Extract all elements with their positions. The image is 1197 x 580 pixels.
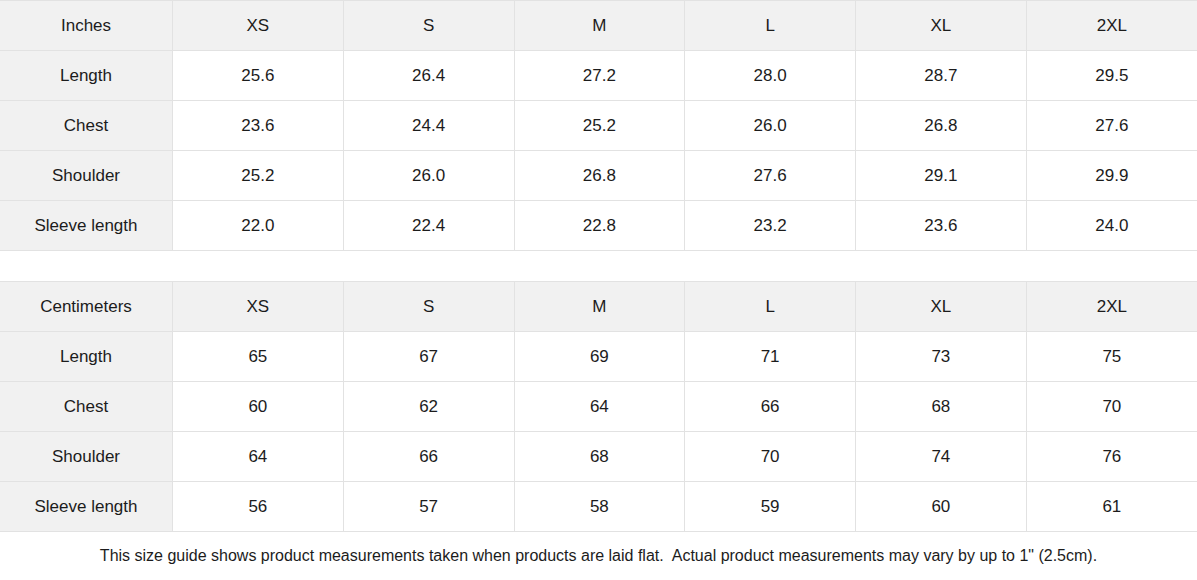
measurement-cell: 70: [685, 432, 856, 482]
header-row: InchesXSSMLXL2XL: [0, 1, 1197, 51]
measurement-cell: 26.4: [343, 51, 514, 101]
size-column-header: 2XL: [1026, 282, 1197, 332]
measurement-cell: 29.1: [856, 151, 1027, 201]
measurement-cell: 23.2: [685, 201, 856, 251]
row-label: Shoulder: [0, 151, 173, 201]
measurement-cell: 26.0: [685, 101, 856, 151]
size-column-header: XS: [173, 282, 344, 332]
measurement-cell: 26.8: [856, 101, 1027, 151]
size-column-header: XL: [856, 1, 1027, 51]
unit-header: Inches: [0, 1, 173, 51]
inches-table: InchesXSSMLXL2XLLength25.626.427.228.028…: [0, 0, 1197, 251]
measurement-cell: 26.0: [343, 151, 514, 201]
measurement-cell: 60: [856, 482, 1027, 532]
measurement-cell: 68: [856, 382, 1027, 432]
measurement-cell: 56: [173, 482, 344, 532]
size-column-header: M: [514, 282, 685, 332]
measurement-cell: 57: [343, 482, 514, 532]
measurement-cell: 70: [1026, 382, 1197, 432]
measurement-cell: 26.8: [514, 151, 685, 201]
measurement-cell: 27.6: [685, 151, 856, 201]
measurement-cell: 75: [1026, 332, 1197, 382]
header-row: CentimetersXSSMLXL2XL: [0, 282, 1197, 332]
measurement-cell: 73: [856, 332, 1027, 382]
measurement-row: Length25.626.427.228.028.729.5: [0, 51, 1197, 101]
row-label: Chest: [0, 382, 173, 432]
row-label: Chest: [0, 101, 173, 151]
measurement-cell: 74: [856, 432, 1027, 482]
measurement-cell: 65: [173, 332, 344, 382]
measurement-cell: 24.4: [343, 101, 514, 151]
measurement-row: Shoulder25.226.026.827.629.129.9: [0, 151, 1197, 201]
size-guide-note: This size guide shows product measuremen…: [0, 532, 1197, 580]
measurement-row: Length656769717375: [0, 332, 1197, 382]
measurement-row: Sleeve length22.022.422.823.223.624.0: [0, 201, 1197, 251]
measurement-cell: 27.6: [1026, 101, 1197, 151]
measurement-cell: 29.9: [1026, 151, 1197, 201]
measurement-cell: 60: [173, 382, 344, 432]
row-label: Sleeve length: [0, 482, 173, 532]
size-column-header: 2XL: [1026, 1, 1197, 51]
row-label: Length: [0, 51, 173, 101]
measurement-cell: 61: [1026, 482, 1197, 532]
row-label: Shoulder: [0, 432, 173, 482]
measurement-cell: 67: [343, 332, 514, 382]
size-column-header: L: [685, 282, 856, 332]
measurement-cell: 69: [514, 332, 685, 382]
measurement-cell: 28.0: [685, 51, 856, 101]
measurement-cell: 22.4: [343, 201, 514, 251]
size-column-header: XL: [856, 282, 1027, 332]
measurement-cell: 58: [514, 482, 685, 532]
measurement-cell: 25.6: [173, 51, 344, 101]
size-column-header: XS: [173, 1, 344, 51]
measurement-cell: 23.6: [173, 101, 344, 151]
size-column-header: L: [685, 1, 856, 51]
measurement-cell: 25.2: [514, 101, 685, 151]
measurement-cell: 71: [685, 332, 856, 382]
measurement-cell: 22.8: [514, 201, 685, 251]
measurement-row: Chest23.624.425.226.026.827.6: [0, 101, 1197, 151]
measurement-cell: 66: [685, 382, 856, 432]
measurement-cell: 64: [173, 432, 344, 482]
size-column-header: S: [343, 282, 514, 332]
unit-header: Centimeters: [0, 282, 173, 332]
measurement-cell: 68: [514, 432, 685, 482]
size-guide: InchesXSSMLXL2XLLength25.626.427.228.028…: [0, 0, 1197, 580]
measurement-row: Shoulder646668707476: [0, 432, 1197, 482]
measurement-cell: 62: [343, 382, 514, 432]
centimeters-table: CentimetersXSSMLXL2XLLength656769717375C…: [0, 281, 1197, 532]
measurement-cell: 27.2: [514, 51, 685, 101]
measurement-cell: 29.5: [1026, 51, 1197, 101]
measurement-cell: 25.2: [173, 151, 344, 201]
measurement-cell: 66: [343, 432, 514, 482]
measurement-row: Chest606264666870: [0, 382, 1197, 432]
measurement-cell: 76: [1026, 432, 1197, 482]
measurement-cell: 28.7: [856, 51, 1027, 101]
measurement-cell: 23.6: [856, 201, 1027, 251]
size-column-header: S: [343, 1, 514, 51]
measurement-cell: 59: [685, 482, 856, 532]
measurement-row: Sleeve length565758596061: [0, 482, 1197, 532]
row-label: Sleeve length: [0, 201, 173, 251]
row-label: Length: [0, 332, 173, 382]
measurement-cell: 24.0: [1026, 201, 1197, 251]
size-column-header: M: [514, 1, 685, 51]
section-divider: [0, 251, 1197, 281]
measurement-cell: 22.0: [173, 201, 344, 251]
measurement-cell: 64: [514, 382, 685, 432]
